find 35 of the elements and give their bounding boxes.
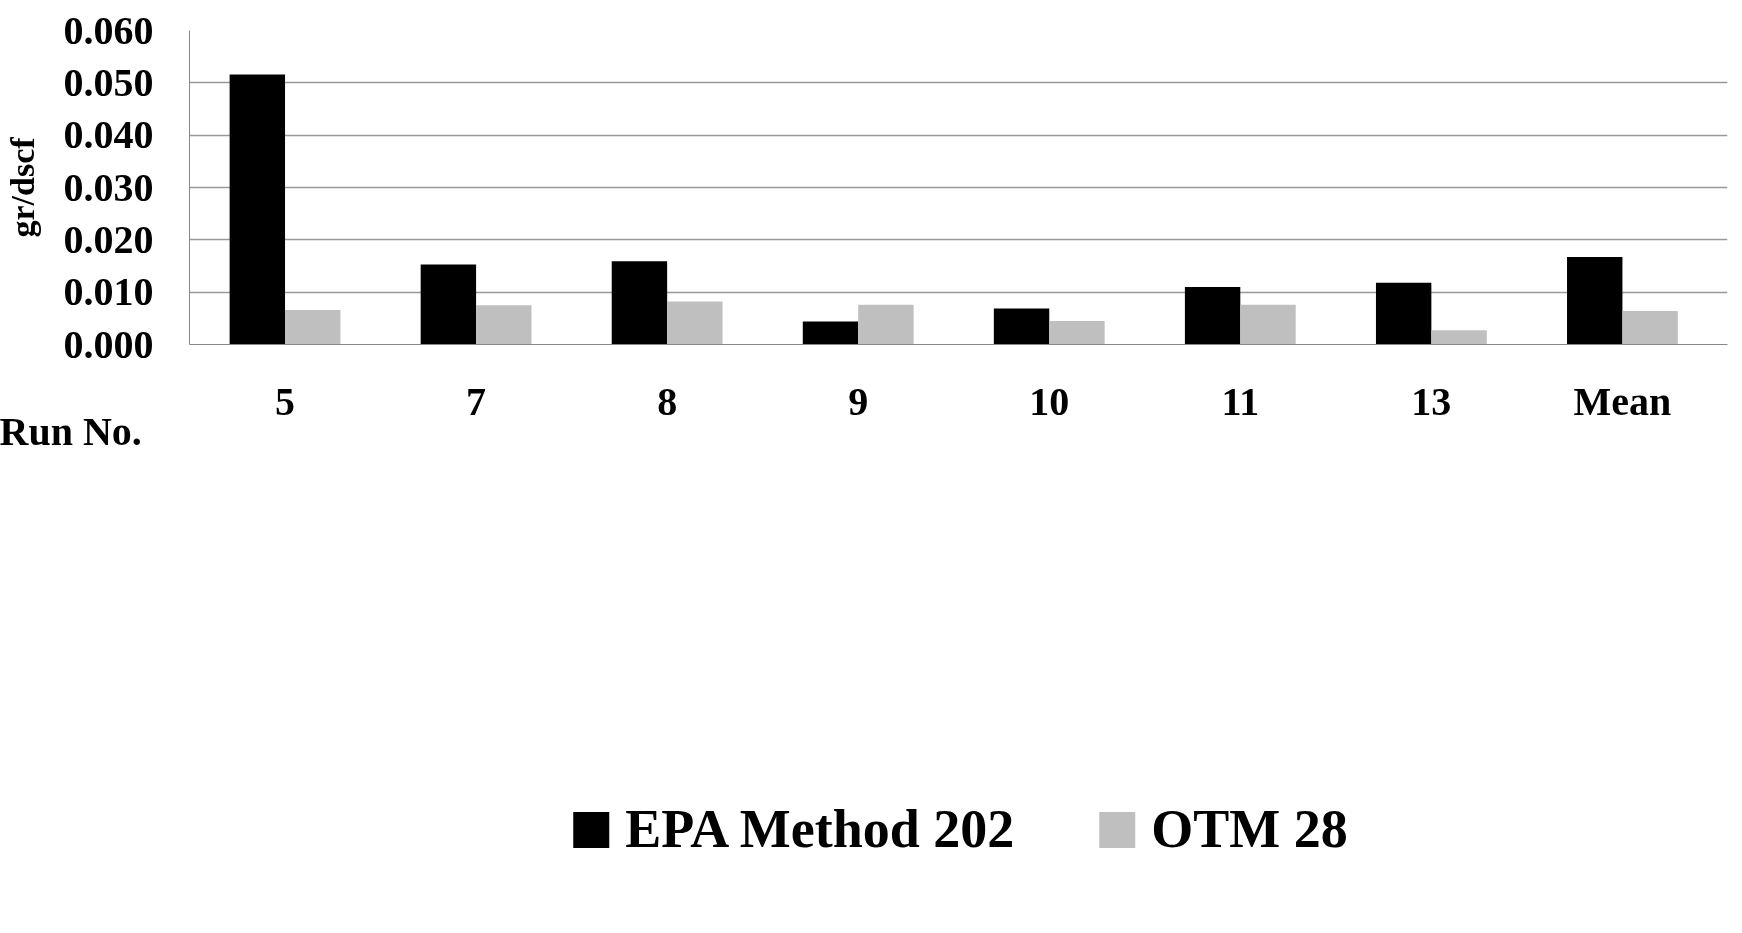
y-tick-label: 0.050	[63, 59, 154, 105]
y-tick-label: 0.030	[63, 164, 154, 210]
y-axis-title: gr/dscf	[3, 136, 41, 238]
x-tick-label: 10	[1029, 378, 1070, 424]
bar	[1567, 257, 1623, 345]
bar	[1184, 286, 1241, 345]
bar	[611, 261, 668, 345]
bar	[1049, 320, 1105, 345]
bar	[285, 309, 341, 345]
x-tick-label: 8	[657, 378, 678, 424]
x-tick-label: 5	[275, 378, 296, 424]
y-tick-label: 0.040	[63, 112, 154, 158]
y-tick-label: 0.010	[63, 269, 154, 315]
bar	[858, 304, 914, 345]
legend-label: OTM 28	[1151, 798, 1348, 860]
x-tick-label: 9	[848, 378, 869, 424]
bar	[229, 74, 286, 345]
x-tick-label: 13	[1411, 378, 1452, 424]
x-tick-label: Mean	[1573, 378, 1672, 424]
legend-label: EPA Method 202	[625, 798, 1015, 860]
x-tick-label: 7	[466, 378, 487, 424]
bar	[802, 321, 859, 345]
y-tick-label: 0.020	[63, 216, 154, 262]
x-tick-label: 11	[1221, 378, 1260, 424]
bar	[476, 305, 532, 345]
bar	[1240, 304, 1296, 345]
y-tick-label: 0.000	[63, 321, 154, 367]
x-axis-title: Run No.	[0, 408, 142, 454]
y-tick-label: 0.060	[63, 7, 154, 53]
bar	[1622, 311, 1678, 345]
bar	[667, 301, 723, 345]
bar	[1431, 330, 1487, 345]
bar	[420, 264, 477, 345]
bar	[1375, 282, 1432, 345]
bar	[993, 308, 1050, 345]
